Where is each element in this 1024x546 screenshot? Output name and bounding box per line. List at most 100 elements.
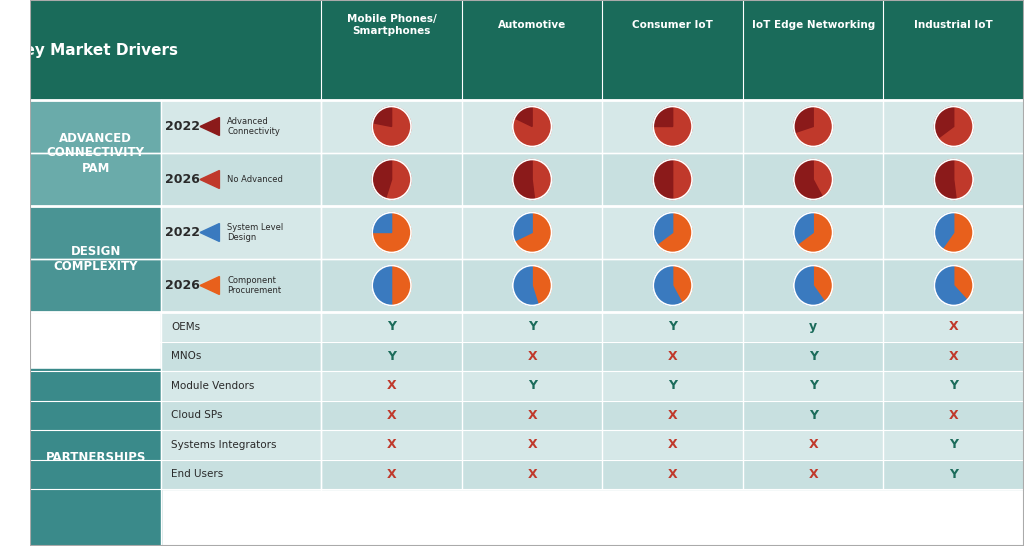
Wedge shape: [513, 212, 532, 241]
Bar: [161, 206, 322, 259]
Bar: [884, 259, 1024, 312]
Text: Y: Y: [527, 321, 537, 333]
Text: Consumer IoT: Consumer IoT: [632, 20, 713, 30]
Bar: [161, 153, 322, 206]
Text: DESIGN
COMPLEXITY: DESIGN COMPLEXITY: [53, 245, 138, 273]
Text: IoT Edge Networking: IoT Edge Networking: [752, 20, 874, 30]
Text: Y: Y: [527, 379, 537, 392]
Wedge shape: [372, 212, 391, 233]
Text: X: X: [387, 409, 396, 422]
Text: 2022: 2022: [165, 226, 200, 239]
Bar: [743, 460, 884, 489]
Text: End Users: End Users: [171, 469, 223, 479]
Text: X: X: [949, 409, 958, 422]
Bar: [462, 206, 602, 259]
Text: X: X: [808, 468, 818, 480]
Text: X: X: [668, 409, 678, 422]
Bar: [161, 341, 322, 371]
Bar: [602, 206, 743, 259]
Bar: [462, 430, 602, 460]
Text: Y: Y: [809, 350, 818, 363]
Text: X: X: [527, 409, 537, 422]
Bar: [743, 401, 884, 430]
Text: System Level
Design: System Level Design: [227, 223, 284, 242]
Bar: [743, 153, 884, 206]
Wedge shape: [798, 212, 833, 252]
Bar: [322, 430, 462, 460]
Bar: [30, 100, 161, 206]
Text: ADVANCED
CONNECTIVITY
PAM: ADVANCED CONNECTIVITY PAM: [47, 132, 144, 175]
Wedge shape: [372, 212, 411, 252]
Bar: [322, 341, 462, 371]
Bar: [462, 100, 602, 153]
Text: MNOs: MNOs: [171, 351, 202, 361]
Text: X: X: [387, 468, 396, 480]
Bar: [322, 100, 462, 153]
Wedge shape: [942, 212, 973, 252]
Wedge shape: [794, 106, 813, 133]
Bar: [462, 371, 602, 401]
Text: 2022: 2022: [165, 120, 200, 133]
Wedge shape: [386, 159, 411, 199]
Bar: [602, 259, 743, 312]
Wedge shape: [653, 212, 673, 244]
Text: No Advanced: No Advanced: [227, 175, 283, 184]
Bar: [743, 312, 884, 341]
Bar: [743, 259, 884, 312]
Text: Module Vendors: Module Vendors: [171, 381, 254, 391]
Wedge shape: [373, 106, 391, 127]
Wedge shape: [513, 265, 539, 306]
Wedge shape: [391, 265, 411, 306]
Bar: [602, 153, 743, 206]
Bar: [884, 153, 1024, 206]
Bar: [602, 341, 743, 371]
Wedge shape: [653, 159, 673, 199]
Wedge shape: [513, 106, 552, 146]
Wedge shape: [794, 159, 822, 199]
Bar: [884, 100, 1024, 153]
Wedge shape: [657, 212, 692, 252]
Bar: [161, 371, 322, 401]
Text: X: X: [949, 321, 958, 333]
Wedge shape: [372, 265, 391, 306]
Bar: [322, 312, 462, 341]
Polygon shape: [200, 276, 219, 294]
Bar: [161, 460, 322, 489]
Wedge shape: [813, 159, 833, 197]
Text: X: X: [387, 438, 396, 451]
Wedge shape: [934, 212, 953, 248]
Wedge shape: [673, 159, 692, 199]
Text: Y: Y: [669, 379, 677, 392]
Text: X: X: [527, 468, 537, 480]
Bar: [884, 206, 1024, 259]
Bar: [161, 312, 322, 341]
Wedge shape: [653, 106, 692, 146]
Bar: [462, 460, 602, 489]
Bar: [884, 312, 1024, 341]
Bar: [462, 259, 602, 312]
Text: Y: Y: [809, 409, 818, 422]
Bar: [322, 371, 462, 401]
Bar: [743, 430, 884, 460]
Bar: [884, 401, 1024, 430]
Bar: [30, 369, 161, 546]
Text: Y: Y: [809, 379, 818, 392]
Polygon shape: [200, 117, 219, 135]
Bar: [161, 430, 322, 460]
Polygon shape: [200, 170, 219, 188]
Bar: [602, 100, 743, 153]
Wedge shape: [934, 106, 953, 138]
Wedge shape: [653, 265, 682, 306]
Text: X: X: [808, 438, 818, 451]
Bar: [161, 100, 322, 153]
Bar: [322, 259, 462, 312]
Bar: [322, 206, 462, 259]
Text: X: X: [668, 438, 678, 451]
Wedge shape: [515, 106, 532, 127]
Bar: [884, 430, 1024, 460]
Text: Cloud SPs: Cloud SPs: [171, 410, 222, 420]
Wedge shape: [513, 159, 535, 199]
Wedge shape: [794, 265, 824, 306]
Text: X: X: [668, 468, 678, 480]
Wedge shape: [372, 106, 411, 146]
